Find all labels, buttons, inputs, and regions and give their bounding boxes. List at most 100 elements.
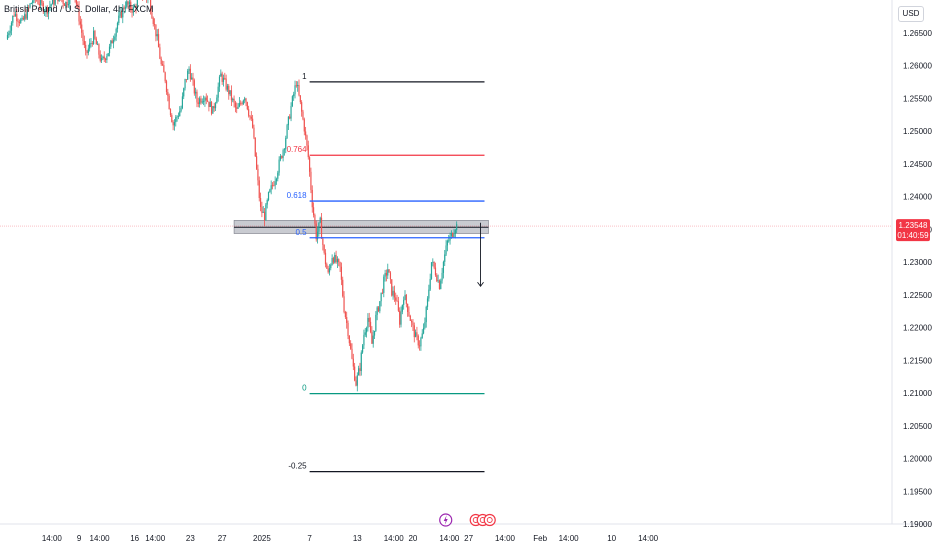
- economic-events-icon[interactable]: [469, 513, 496, 527]
- candle: [191, 73, 193, 80]
- candle: [249, 115, 251, 121]
- candle: [401, 304, 403, 315]
- fib-level[interactable]: 1: [302, 72, 485, 83]
- fib-level[interactable]: -0.25: [288, 462, 485, 473]
- candle: [405, 293, 407, 308]
- time-tick-label: 10: [607, 534, 616, 543]
- candle: [358, 365, 360, 376]
- candle: [135, 3, 137, 14]
- candle: [151, 8, 153, 19]
- bar-countdown: 01:40:59: [897, 231, 929, 240]
- lightning-icon[interactable]: [439, 513, 453, 527]
- candle: [302, 109, 304, 121]
- candle: [225, 74, 227, 92]
- candle: [103, 51, 105, 63]
- candle: [397, 296, 399, 313]
- candle: [172, 120, 174, 131]
- candle: [282, 148, 284, 162]
- candle: [334, 252, 336, 264]
- candle: [315, 220, 317, 242]
- fib-level[interactable]: 0.618: [287, 191, 485, 202]
- candle: [261, 201, 263, 218]
- candle: [128, 0, 130, 7]
- candle: [118, 10, 120, 26]
- currency-button[interactable]: USD: [898, 6, 924, 22]
- candle: [438, 279, 441, 290]
- candle: [421, 329, 423, 339]
- candle: [328, 264, 331, 276]
- candle: [266, 198, 268, 209]
- candle: [404, 290, 406, 301]
- time-axis[interactable]: 14:00 9 14:00 16 14:00 23 27 2025 7 13 14:00 20 14:0…: [42, 534, 659, 543]
- candle: [209, 98, 211, 108]
- candle: [17, 18, 19, 28]
- candle: [372, 330, 374, 348]
- candle: [232, 97, 234, 103]
- candle: [322, 236, 324, 251]
- candle: [29, 3, 31, 9]
- candle: [134, 3, 136, 8]
- candle: [192, 72, 194, 86]
- candle: [160, 56, 162, 66]
- candle: [352, 353, 354, 371]
- candle: [436, 273, 438, 283]
- candle: [354, 362, 356, 382]
- candle: [241, 101, 243, 106]
- candle: [413, 322, 415, 343]
- candle: [165, 79, 168, 95]
- candle: [97, 41, 99, 46]
- candle: [320, 213, 323, 239]
- candle: [112, 35, 115, 49]
- candle: [383, 274, 385, 298]
- candle: [14, 11, 17, 17]
- candle: [13, 11, 15, 17]
- candle: [256, 152, 258, 171]
- candle: [299, 95, 301, 105]
- candle: [200, 95, 202, 105]
- candle: [289, 114, 291, 120]
- fib-level[interactable]: 0.764: [287, 145, 485, 156]
- candle: [236, 102, 238, 114]
- candle: [74, 0, 76, 3]
- time-tick-label: 13: [353, 534, 362, 543]
- candle: [430, 262, 433, 280]
- candle: [94, 29, 96, 40]
- candle: [347, 320, 349, 340]
- candle: [167, 88, 169, 102]
- candle: [119, 6, 121, 19]
- candle: [173, 119, 176, 131]
- fib-level[interactable]: 0: [302, 384, 485, 395]
- candle: [364, 327, 366, 337]
- fib-level[interactable]: 0.5: [295, 228, 485, 239]
- down-arrow-drawing[interactable]: [477, 222, 484, 287]
- candle: [363, 329, 365, 349]
- candle: [371, 326, 373, 344]
- candle: [362, 344, 364, 354]
- candle: [116, 21, 119, 33]
- candle: [356, 372, 358, 392]
- candle: [434, 262, 437, 277]
- price-tick-label: 1.20500: [903, 422, 932, 431]
- fib-retracement-tool[interactable]: 1 0.764 0.618 0.5 0 -0.25: [287, 72, 485, 473]
- candle: [233, 95, 235, 108]
- candle: [168, 93, 170, 110]
- candle: [183, 87, 185, 100]
- candle: [159, 43, 161, 60]
- fib-level-label: 1: [302, 72, 307, 81]
- candle: [424, 317, 426, 330]
- candle: [348, 335, 350, 347]
- candle: [57, 0, 59, 5]
- time-tick-label: 14:00: [145, 534, 166, 543]
- price-tick-label: 1.26000: [903, 62, 932, 71]
- candle: [326, 262, 328, 269]
- candle: [156, 29, 158, 41]
- candle: [228, 84, 230, 100]
- candle: [50, 3, 52, 11]
- candle: [155, 24, 157, 42]
- candle: [210, 100, 213, 116]
- candle: [453, 228, 455, 238]
- candle: [230, 85, 233, 106]
- time-tick-label: 14:00: [384, 534, 405, 543]
